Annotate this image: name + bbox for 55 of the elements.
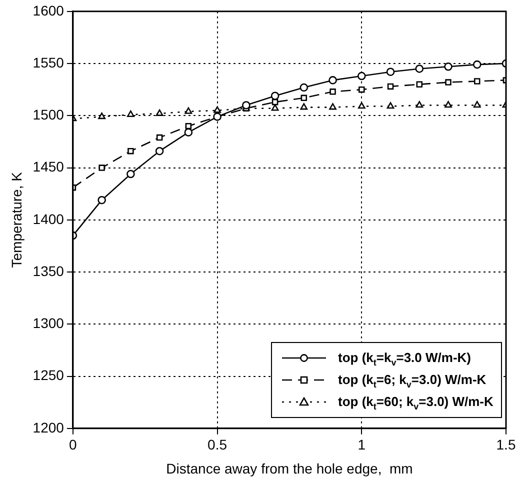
point (415, 64, 424, 73)
legend-label: top (k$_{t}$=6; k$_{v}$=3.0) W/m-K (338, 372, 486, 390)
point (98, 164, 105, 171)
point (386, 68, 395, 76)
point (214, 106, 221, 113)
point (387, 83, 394, 90)
point (358, 102, 366, 109)
point (128, 148, 134, 154)
x-tick-label: 1.5 (496, 436, 516, 453)
y-tick-label: 1550 (32, 54, 64, 70)
point (444, 62, 452, 71)
x-tick-label: 0 (69, 436, 78, 453)
point (126, 170, 135, 178)
y-tick-label: 1300 (32, 315, 64, 332)
point (155, 146, 164, 156)
point (416, 81, 423, 88)
point (270, 92, 280, 100)
point (444, 101, 452, 108)
point (184, 107, 192, 114)
legend-label: top (k$_{t}$=k$_{v}$=3.0 W/m-K) (338, 350, 471, 368)
y-tick-label: 1400 (32, 210, 64, 227)
point (474, 78, 480, 84)
point (98, 112, 106, 120)
point (242, 101, 250, 110)
y-tick-label: 1450 (32, 158, 64, 175)
point (156, 134, 163, 141)
point (185, 122, 192, 130)
point (386, 102, 394, 109)
point (156, 109, 164, 116)
point (300, 94, 308, 102)
point (184, 128, 193, 136)
x-axis-title: Distance away from the hole edge, mm (166, 460, 413, 476)
y-tick-label: 1250 (32, 367, 64, 384)
point (330, 88, 336, 95)
point (472, 60, 482, 69)
point (445, 79, 452, 86)
point (271, 104, 279, 111)
point (358, 86, 365, 93)
y-tick-label: 1350 (32, 262, 64, 279)
x-tick-label: 0.5 (208, 436, 228, 453)
y-tick-label: 1600 (32, 2, 64, 18)
point (127, 110, 134, 118)
point (98, 196, 106, 204)
y-tick-label: 1200 (32, 419, 64, 436)
point (358, 72, 366, 80)
y-tick-label: 1500 (32, 106, 64, 123)
point (300, 103, 308, 110)
point (329, 103, 336, 110)
legend-label: top (k$_{t}$=60; k$_{v}$=3.0) W/m-K (338, 394, 494, 412)
x-tick-label: 1 (358, 436, 366, 453)
point (328, 76, 337, 84)
point (416, 101, 424, 108)
point (473, 101, 481, 108)
y-axis-title: Temperature, K (8, 171, 24, 268)
point (300, 83, 308, 92)
